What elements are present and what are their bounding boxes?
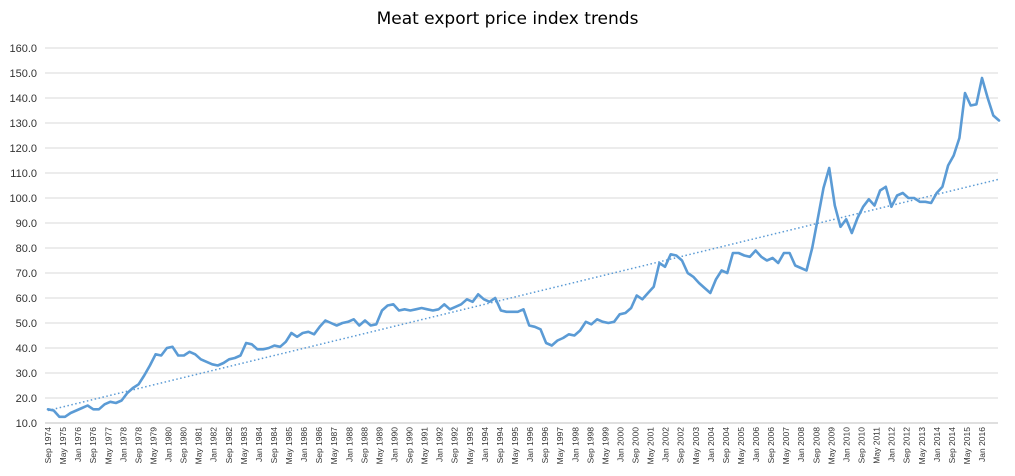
x-tick-label: Jan 2010 <box>841 427 851 462</box>
x-tick-label: May 1981 <box>194 427 204 465</box>
x-tick-label: May 1985 <box>284 427 294 465</box>
x-tick-label: May 1977 <box>103 427 113 465</box>
x-tick-label: Jan 2000 <box>615 427 625 462</box>
y-tick-label: 140.0 <box>9 93 37 105</box>
y-tick-label: 160.0 <box>9 43 37 55</box>
x-tick-label: May 2001 <box>646 427 656 465</box>
x-tick-label: May 1993 <box>465 427 475 465</box>
x-tick-label: Jan 1996 <box>525 427 535 462</box>
x-tick-label: Sep 1978 <box>133 427 143 464</box>
y-tick-label: 60.0 <box>16 293 37 305</box>
series-line <box>46 76 1001 419</box>
x-tick-label: Sep 2010 <box>856 427 866 464</box>
x-tick-label: Sep 1984 <box>269 427 279 464</box>
x-tick-label: Sep 1996 <box>540 427 550 464</box>
x-tick-label: Sep 1994 <box>495 427 505 464</box>
x-tick-label: Jan 1982 <box>209 427 219 462</box>
x-tick-label: Jan 2004 <box>706 427 716 462</box>
x-tick-label: Jan 1978 <box>118 427 128 462</box>
x-tick-label: Sep 2002 <box>676 427 686 464</box>
x-tick-label: Sep 1976 <box>88 427 98 464</box>
y-tick-label: 30.0 <box>16 368 37 380</box>
x-tick-label: May 1979 <box>148 427 158 465</box>
x-tick-label: May 2013 <box>917 427 927 465</box>
x-tick-label: May 1991 <box>420 427 430 465</box>
x-tick-label: Sep 1998 <box>585 427 595 464</box>
x-tick-label: May 2003 <box>691 427 701 465</box>
x-tick-label: May 2007 <box>781 427 791 465</box>
trendline-layer <box>47 178 1000 412</box>
x-tick-label: Sep 1988 <box>359 427 369 464</box>
x-tick-label: Jan 1984 <box>254 427 264 462</box>
x-tick-label: May 1975 <box>58 427 68 465</box>
x-tick-label: Sep 2008 <box>811 427 821 464</box>
y-tick-label: 20.0 <box>16 393 37 405</box>
x-tick-label: Jan 1988 <box>344 427 354 462</box>
y-tick-label: 110.0 <box>10 168 37 180</box>
y-tick-label: 10.0 <box>16 418 37 430</box>
y-tick-label: 50.0 <box>16 318 37 330</box>
x-tick-label: Jan 1986 <box>299 427 309 462</box>
y-tick-label: 150.0 <box>9 68 37 80</box>
x-tick-label: Jan 2016 <box>977 427 987 462</box>
x-tick-label: Sep 2014 <box>947 427 957 464</box>
x-tick-label: Jan 2006 <box>751 427 761 462</box>
x-tick-label: Jan 1990 <box>389 427 399 462</box>
x-tick-label: Sep 2000 <box>631 427 641 464</box>
x-tick-label: Jan 1976 <box>73 427 83 462</box>
x-tick-label: May 2015 <box>962 427 972 465</box>
y-tick-label: 40.0 <box>16 343 37 355</box>
x-tick-label: May 1999 <box>600 427 610 465</box>
series-layer <box>46 76 1001 419</box>
x-tick-label: Jan 1992 <box>435 427 445 462</box>
x-tick-label: Sep 1982 <box>224 427 234 464</box>
x-tick-label: Jan 2012 <box>887 427 897 462</box>
x-tick-label: May 1995 <box>510 427 520 465</box>
y-axis-ticks: 10.0 20.0 30.0 40.0 50.0 60.0 70.0 80.0 90.0 100.… <box>9 43 37 430</box>
x-tick-label: Jan 2008 <box>796 427 806 462</box>
x-tick-label: May 2005 <box>736 427 746 465</box>
x-tick-label: May 1989 <box>374 427 384 465</box>
x-tick-label: Jan 1980 <box>164 427 174 462</box>
x-tick-label: Jan 2014 <box>932 427 942 462</box>
x-tick-label: Sep 2012 <box>902 427 912 464</box>
x-tick-label: Sep 1974 <box>43 427 53 464</box>
x-tick-label: Jan 1994 <box>480 427 490 462</box>
x-tick-label: May 2009 <box>826 427 836 465</box>
y-tick-label: 70.0 <box>16 268 37 280</box>
y-tick-label: 100.0 <box>9 193 37 205</box>
y-tick-label: 90.0 <box>16 218 37 230</box>
y-tick-label: 130.0 <box>9 118 37 130</box>
x-tick-label: Sep 1980 <box>179 427 189 464</box>
x-tick-label: Sep 1990 <box>405 427 415 464</box>
chart-title: Meat export price index trends <box>376 9 639 29</box>
x-tick-label: May 2011 <box>872 427 882 464</box>
x-tick-label: May 1987 <box>329 427 339 465</box>
x-tick-label: Sep 1986 <box>314 427 324 464</box>
x-tick-label: May 1997 <box>555 427 565 465</box>
trendline <box>47 178 1000 412</box>
x-tick-label: Jan 1998 <box>570 427 580 462</box>
x-tick-label: Sep 2004 <box>721 427 731 464</box>
y-tick-label: 80.0 <box>16 243 37 255</box>
x-tick-label: Sep 2006 <box>766 427 776 464</box>
y-tick-label: 120.0 <box>9 143 37 155</box>
x-tick-label: May 1983 <box>239 427 249 465</box>
gridlines <box>45 47 998 424</box>
x-axis-ticks: Sep 1974 May 1975 Jan 1976 Sep 1976 May 1977… <box>43 427 987 465</box>
x-tick-label: Jan 2002 <box>661 427 671 462</box>
x-tick-label: Sep 1992 <box>450 427 460 464</box>
